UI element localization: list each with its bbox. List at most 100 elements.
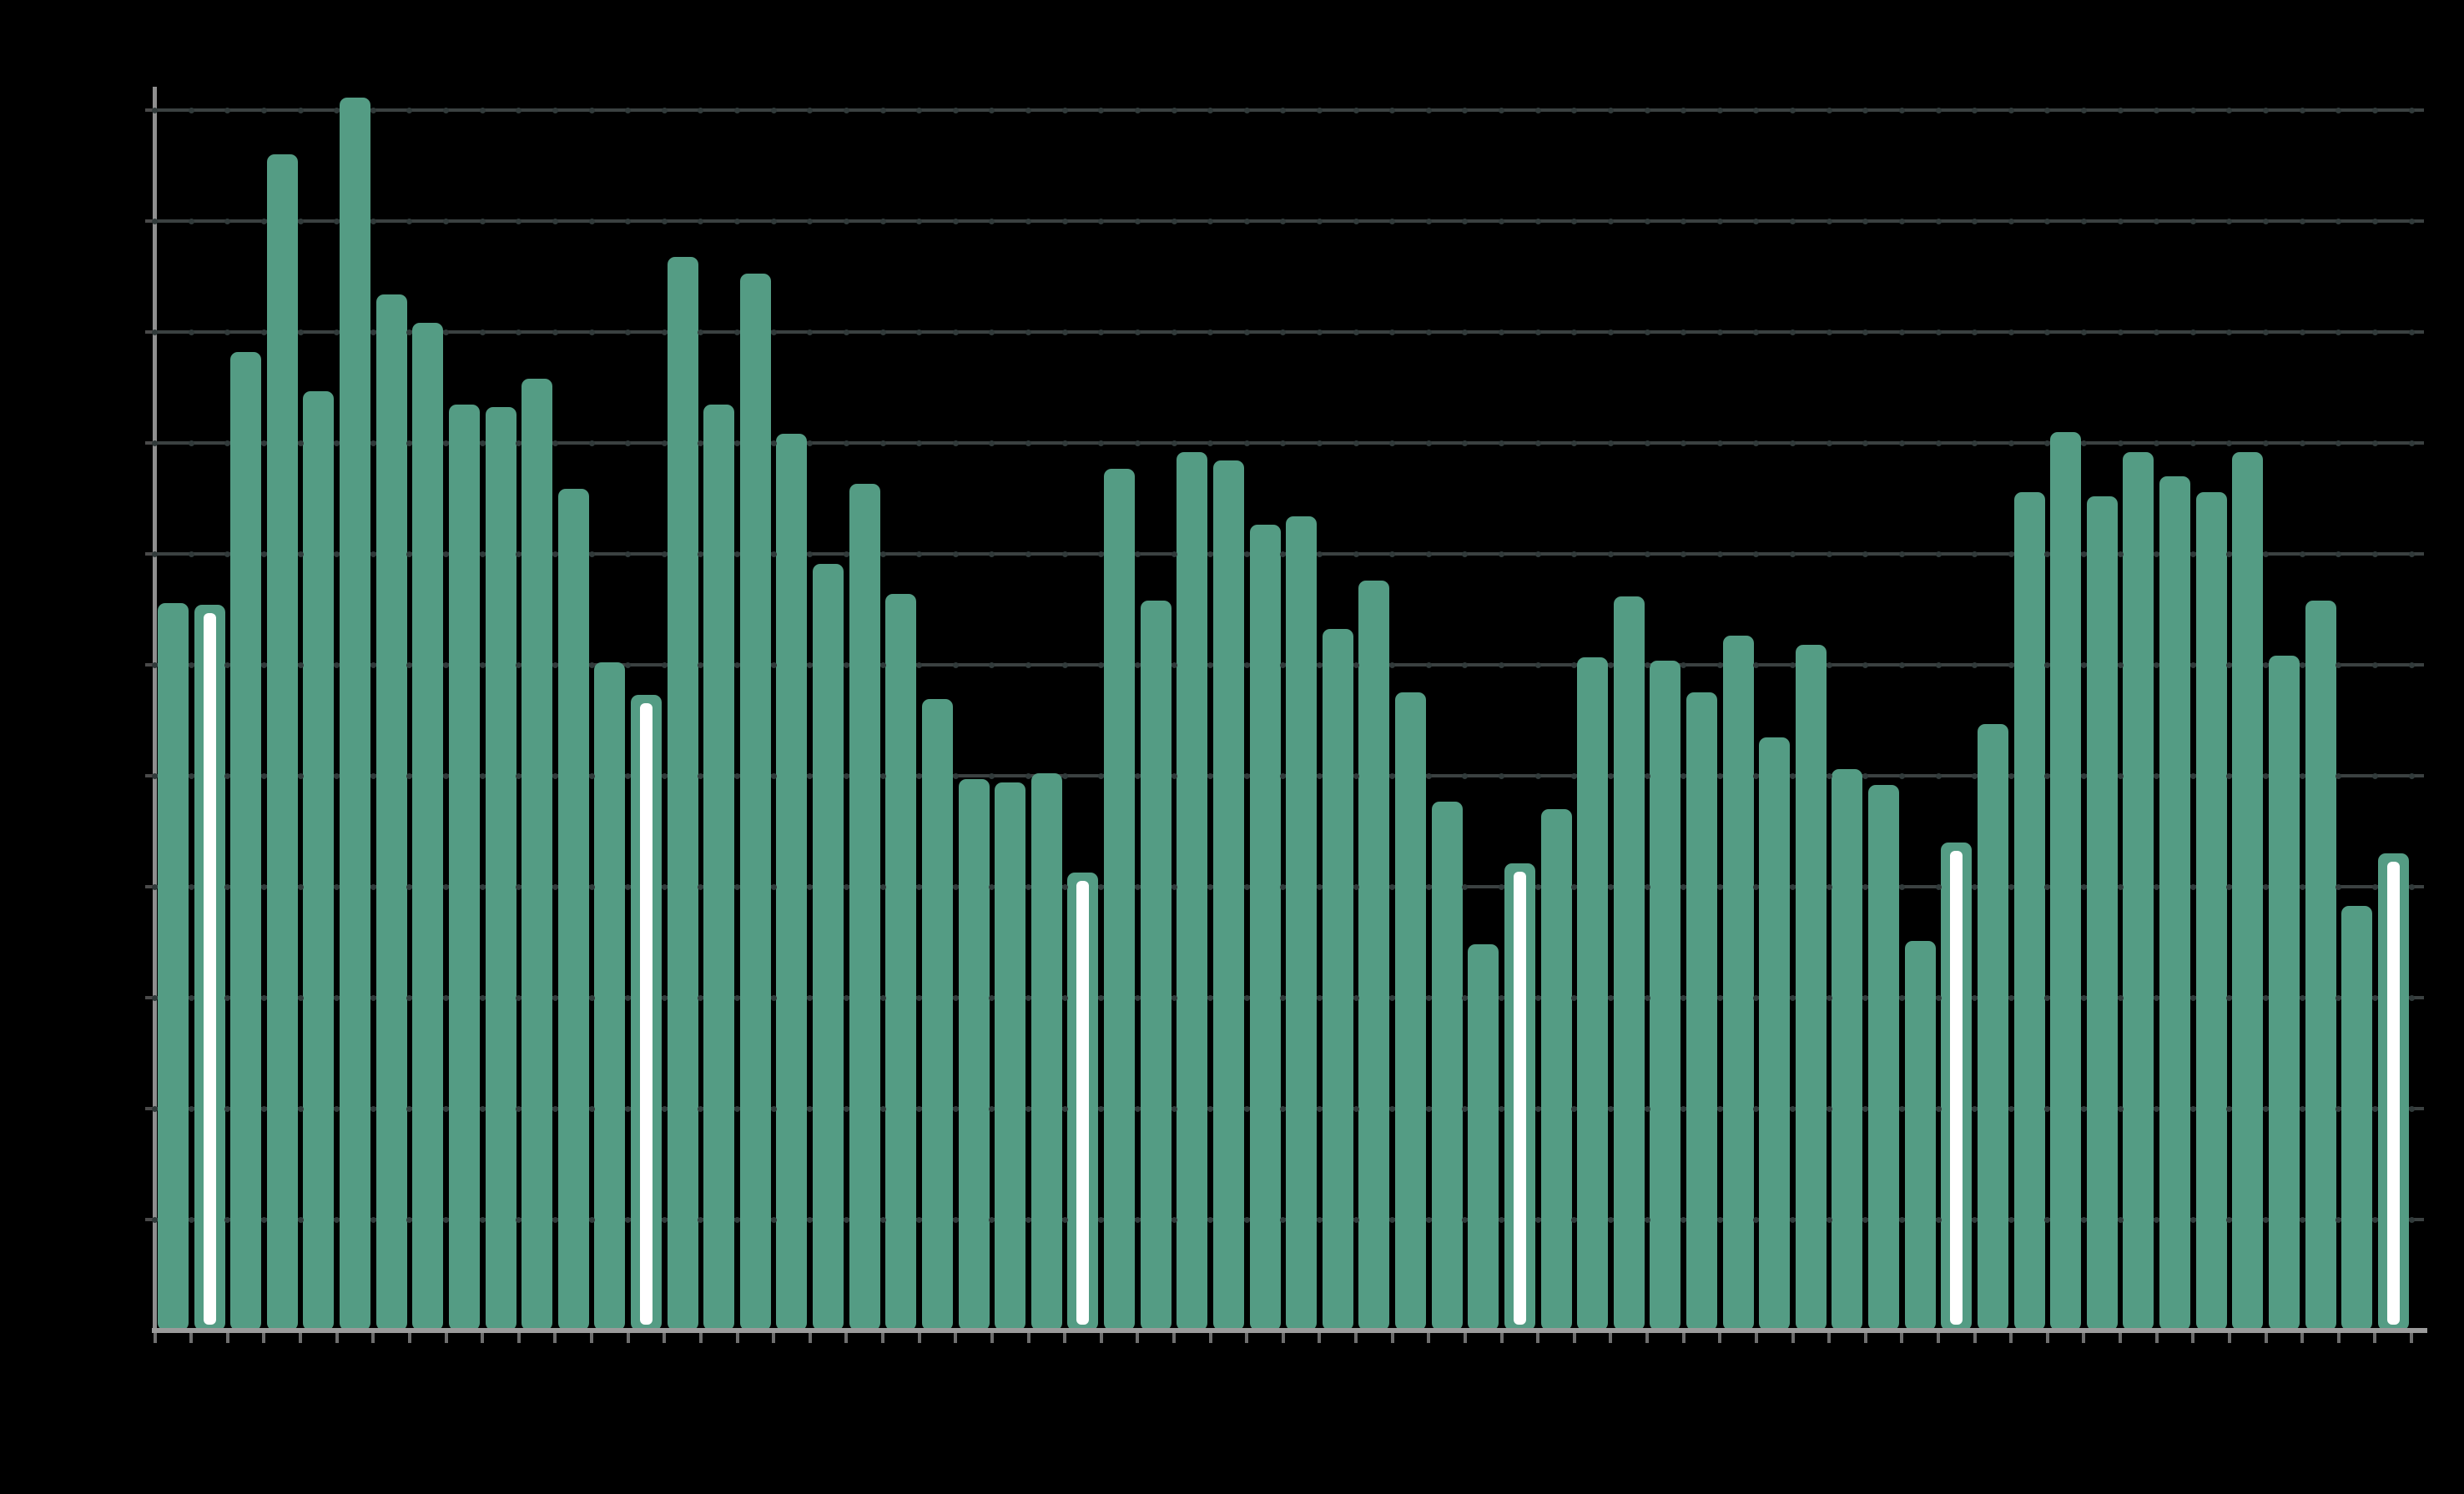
grid-intersection-dot <box>260 329 267 335</box>
bar <box>1613 596 1645 1331</box>
grid-intersection-dot <box>2299 661 2305 668</box>
grid-intersection-dot <box>2008 107 2014 113</box>
grid-intersection-dot <box>1680 218 1687 224</box>
grid-intersection-dot <box>989 1105 995 1112</box>
grid-intersection-dot <box>1644 440 1650 446</box>
bar <box>1395 692 1426 1331</box>
grid-intersection-dot <box>479 218 486 224</box>
bar <box>1540 808 1572 1331</box>
grid-intersection-dot <box>1207 661 1214 668</box>
grid-intersection-dot <box>1826 329 1832 335</box>
grid-intersection-dot <box>2154 329 2160 335</box>
grid-intersection-dot <box>1826 772 1832 779</box>
grid-intersection-dot <box>479 551 486 557</box>
x-axis-tick <box>808 1333 812 1343</box>
grid-intersection-dot <box>2080 440 2087 446</box>
grid-intersection-dot <box>1499 1105 1504 1112</box>
grid-intersection-dot <box>989 107 995 113</box>
grid-intersection-dot <box>370 440 376 446</box>
grid-intersection-dot <box>1171 107 1177 113</box>
grid-intersection-dot <box>406 1105 413 1112</box>
grid-intersection-dot <box>1134 218 1141 224</box>
grid-intersection-dot <box>2408 551 2415 557</box>
grid-intersection-dot <box>443 551 449 557</box>
grid-intersection-dot <box>588 329 595 335</box>
grid-intersection-dot <box>1316 329 1323 335</box>
grid-intersection-dot <box>1280 994 1287 1001</box>
grid-intersection-dot <box>989 329 995 335</box>
bar <box>594 662 626 1331</box>
grid-intersection-dot <box>1790 994 1796 1001</box>
grid-intersection-dot <box>1571 661 1578 668</box>
grid-intersection-dot <box>1753 329 1760 335</box>
grid-intersection-dot <box>224 107 231 113</box>
grid-intersection-dot <box>1644 551 1650 557</box>
bar <box>2268 656 2300 1331</box>
grid-intersection-dot <box>1790 1216 1796 1223</box>
x-axis-tick <box>698 1333 703 1343</box>
grid-intersection-dot <box>1826 1105 1832 1112</box>
grid-intersection-dot <box>516 551 522 557</box>
grid-intersection-dot <box>334 1216 340 1223</box>
grid-intersection-dot <box>443 107 449 113</box>
grid-intersection-dot <box>1898 218 1905 224</box>
grid-intersection-dot <box>1716 994 1723 1001</box>
bar <box>1249 525 1281 1331</box>
grid-intersection-dot <box>2336 772 2342 779</box>
x-axis-tick <box>990 1333 994 1343</box>
grid-intersection-dot <box>2226 218 2233 224</box>
grid-intersection-dot <box>2080 107 2087 113</box>
grid-intersection-dot <box>952 107 959 113</box>
grid-intersection-dot <box>370 661 376 668</box>
grid-intersection-dot <box>843 1105 849 1112</box>
grid-intersection-dot <box>2408 107 2415 113</box>
grid-intersection-dot <box>2226 107 2233 113</box>
grid-intersection-dot <box>770 551 777 557</box>
x-axis-tick <box>2264 1333 2268 1343</box>
grid-intersection-dot <box>443 329 449 335</box>
x-axis-tick <box>1281 1333 1285 1343</box>
grid-intersection-dot <box>1462 107 1469 113</box>
grid-intersection-dot <box>698 994 704 1001</box>
grid-intersection-dot <box>406 329 413 335</box>
horizontal-gridline <box>155 330 2424 334</box>
grid-intersection-dot <box>1353 218 1359 224</box>
horizontal-gridline <box>155 219 2424 223</box>
bar <box>2050 431 2082 1331</box>
grid-intersection-dot <box>2371 1216 2378 1223</box>
bar-highlight-inner <box>1950 850 1963 1325</box>
grid-intersection-dot <box>843 772 849 779</box>
grid-intersection-dot <box>1790 772 1796 779</box>
bar <box>813 564 844 1331</box>
grid-intersection-dot <box>1316 440 1323 446</box>
grid-intersection-dot <box>1680 551 1687 557</box>
y-axis-tick <box>145 885 154 888</box>
grid-intersection-dot <box>1972 107 1978 113</box>
grid-intersection-dot <box>1862 440 1869 446</box>
grid-intersection-dot <box>224 1105 231 1112</box>
x-axis-tick <box>590 1333 593 1343</box>
grid-intersection-dot <box>1499 107 1504 113</box>
grid-intersection-dot <box>152 329 159 335</box>
grid-intersection-dot <box>334 551 340 557</box>
grid-intersection-dot <box>588 661 595 668</box>
grid-intersection-dot <box>843 107 849 113</box>
grid-intersection-dot <box>1607 772 1614 779</box>
grid-intersection-dot <box>2154 440 2160 446</box>
grid-intersection-dot <box>1972 1105 1978 1112</box>
x-axis-baseline <box>152 1328 2427 1333</box>
grid-intersection-dot <box>1790 551 1796 557</box>
grid-intersection-dot <box>770 661 777 668</box>
grid-intersection-dot <box>807 329 814 335</box>
grid-intersection-dot <box>2117 440 2124 446</box>
grid-intersection-dot <box>1207 772 1214 779</box>
x-axis-tick <box>1572 1333 1576 1343</box>
bar <box>1577 656 1609 1331</box>
grid-intersection-dot <box>1972 772 1978 779</box>
grid-intersection-dot <box>625 551 632 557</box>
grid-intersection-dot <box>1644 661 1650 668</box>
x-axis-tick <box>2082 1333 2086 1343</box>
grid-intersection-dot <box>2189 329 2196 335</box>
grid-intersection-dot <box>1571 1216 1578 1223</box>
grid-intersection-dot <box>1972 883 1978 890</box>
